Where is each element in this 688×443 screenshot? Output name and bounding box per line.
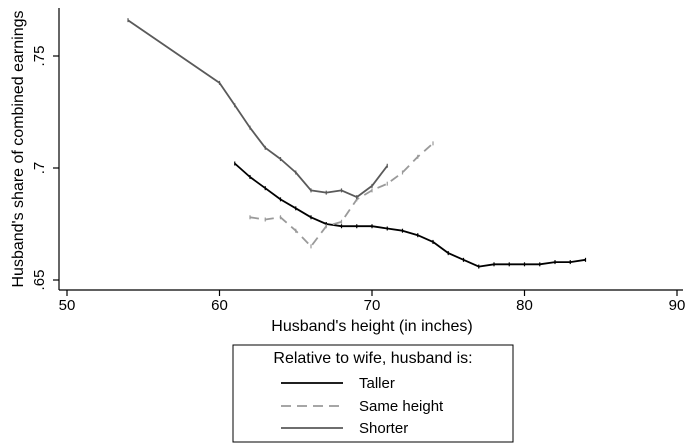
x-tick-label: 60 xyxy=(211,297,228,314)
series-line-taller xyxy=(234,162,586,268)
legend-box xyxy=(232,344,514,443)
legend-label-same-height: Same height xyxy=(359,398,444,415)
legend: Relative to wife, husband is: Taller Sam… xyxy=(232,344,514,443)
legend-title: Relative to wife, husband is: xyxy=(273,350,472,367)
y-axis-title: Husband's share of combined earnings xyxy=(10,11,27,288)
legend-label-taller: Taller xyxy=(359,375,395,392)
y-ticks: .65 .7 .75 xyxy=(31,46,59,291)
x-tick-label: 90 xyxy=(669,297,686,314)
series-line-shorter xyxy=(127,19,389,199)
y-tick-label: .7 xyxy=(31,162,48,175)
x-ticks: 50 60 70 80 90 xyxy=(59,290,686,314)
y-tick-label: .65 xyxy=(31,270,48,291)
series-layer xyxy=(127,18,587,269)
y-tick-label: .75 xyxy=(31,46,48,67)
x-tick-label: 80 xyxy=(516,297,533,314)
x-axis-title: Husband's height (in inches) xyxy=(271,318,472,335)
x-tick-label: 70 xyxy=(364,297,381,314)
legend-label-shorter: Shorter xyxy=(359,420,408,437)
x-tick-label: 50 xyxy=(59,297,76,314)
